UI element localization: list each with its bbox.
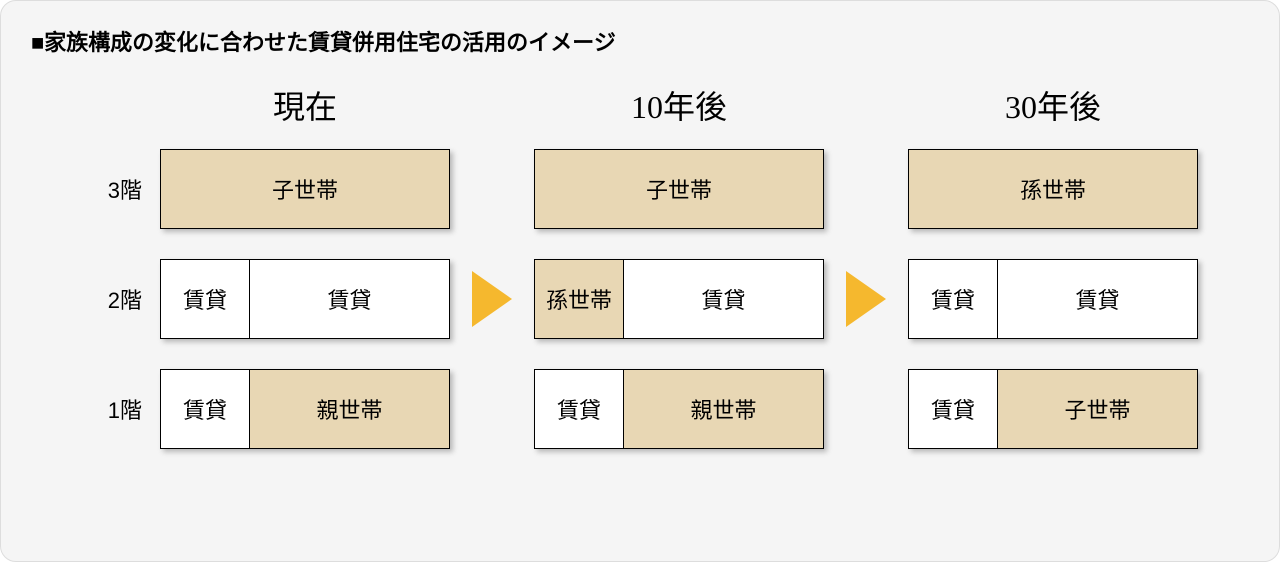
cell-1f-10years-1: 親世帯 <box>624 369 824 449</box>
cell-2f-present-1: 賃貸 <box>250 259 450 339</box>
diagram-body: 3階 2階 1階 現在 子世帯 賃貸 賃貸 賃貸 親世帯 <box>31 81 1249 449</box>
floor-3f-30years: 孫世帯 <box>908 149 1198 229</box>
cell-1f-30years-1: 子世帯 <box>998 369 1198 449</box>
floor-2f-present: 賃貸 賃貸 <box>160 259 450 339</box>
floor-3f-present: 子世帯 <box>160 149 450 229</box>
cell-3f-present-0: 子世帯 <box>160 149 450 229</box>
stage-present: 現在 子世帯 賃貸 賃貸 賃貸 親世帯 <box>160 81 450 449</box>
stage-title-10years: 10年後 <box>631 81 727 129</box>
floor-1f-10years: 賃貸 親世帯 <box>534 369 824 449</box>
cell-1f-present-0: 賃貸 <box>160 369 250 449</box>
floor-1f-30years: 賃貸 子世帯 <box>908 369 1198 449</box>
cell-2f-10years-0: 孫世帯 <box>534 259 624 339</box>
cell-1f-10years-0: 賃貸 <box>534 369 624 449</box>
cell-1f-30years-0: 賃貸 <box>908 369 998 449</box>
stage-30years: 30年後 孫世帯 賃貸 賃貸 賃貸 子世帯 <box>908 81 1198 449</box>
cell-2f-present-0: 賃貸 <box>160 259 250 339</box>
floors-present: 子世帯 賃貸 賃貸 賃貸 親世帯 <box>160 149 450 449</box>
floor-label-1f: 1階 <box>82 369 142 449</box>
floor-label-3f: 3階 <box>82 149 142 229</box>
cell-2f-30years-0: 賃貸 <box>908 259 998 339</box>
cell-3f-10years-0: 子世帯 <box>534 149 824 229</box>
arrow-icon <box>472 203 512 327</box>
stage-title-30years: 30年後 <box>1005 81 1101 129</box>
stage-title-present: 現在 <box>273 81 337 129</box>
stage-group: 現在 子世帯 賃貸 賃貸 賃貸 親世帯 <box>160 81 1198 449</box>
floor-3f-10years: 子世帯 <box>534 149 824 229</box>
floor-1f-present: 賃貸 親世帯 <box>160 369 450 449</box>
stage-10years: 10年後 子世帯 孫世帯 賃貸 賃貸 親世帯 <box>534 81 824 449</box>
floor-label-2f: 2階 <box>82 259 142 339</box>
floor-2f-30years: 賃貸 賃貸 <box>908 259 1198 339</box>
diagram-title: ■家族構成の変化に合わせた賃貸併用住宅の活用のイメージ <box>31 25 1249 57</box>
cell-2f-10years-1: 賃貸 <box>624 259 824 339</box>
cell-1f-present-1: 親世帯 <box>250 369 450 449</box>
cell-3f-30years-0: 孫世帯 <box>908 149 1198 229</box>
arrow-icon <box>846 203 886 327</box>
floors-30years: 孫世帯 賃貸 賃貸 賃貸 子世帯 <box>908 149 1198 449</box>
floor-labels-column: 3階 2階 1階 <box>82 81 142 449</box>
diagram-container: ■家族構成の変化に合わせた賃貸併用住宅の活用のイメージ 3階 2階 1階 現在 … <box>0 0 1280 562</box>
floors-10years: 子世帯 孫世帯 賃貸 賃貸 親世帯 <box>534 149 824 449</box>
floor-2f-10years: 孫世帯 賃貸 <box>534 259 824 339</box>
cell-2f-30years-1: 賃貸 <box>998 259 1198 339</box>
